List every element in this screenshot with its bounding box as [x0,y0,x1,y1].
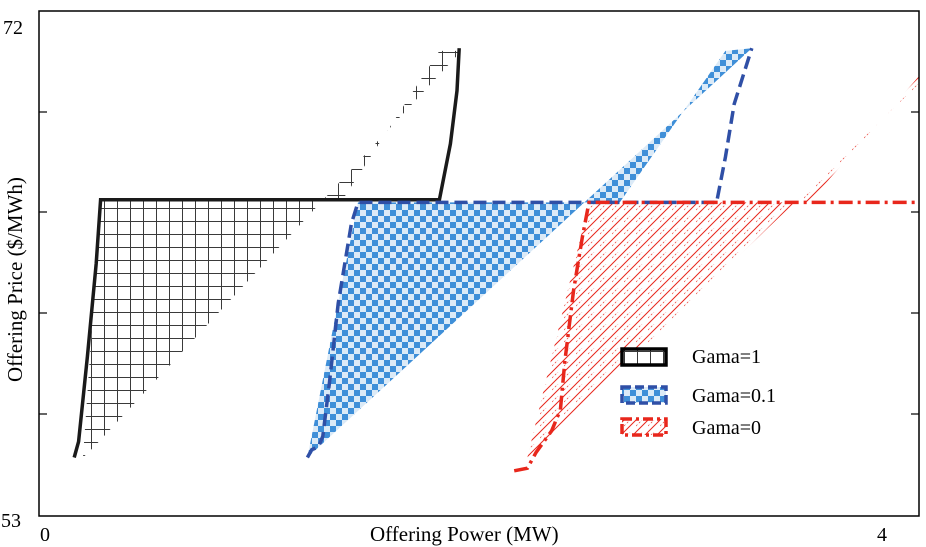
x-axis-title: Offering Power (MW) [370,522,559,546]
legend-label-gama01: Gama=0.1 [692,385,776,407]
legend: Gama=1 Gama=0.1 Gama=0 [620,346,776,439]
gama01-line [305,47,754,459]
gama1-region [83,50,462,458]
y-axis-title: Offering Price ($/MWh) [3,177,27,382]
legend-swatch-gama0 [620,417,668,437]
x-tick-label-right: 4 [877,524,887,546]
x-tick-label-left: 0 [40,524,50,546]
legend-label-gama0: Gama=0 [692,417,761,439]
y-tick-label-bottom: 53 [1,510,21,532]
y-tick-label-top: 72 [3,17,23,39]
legend-swatch-gama01 [620,385,668,405]
plot-frame [38,10,920,517]
gama01-region [307,48,752,458]
gama1-line [72,48,461,458]
legend-swatch-gama1 [620,347,668,367]
legend-label-gama1: Gama=1 [692,346,761,368]
y-axis-ticks [39,111,919,415]
gama0-line [513,200,919,473]
